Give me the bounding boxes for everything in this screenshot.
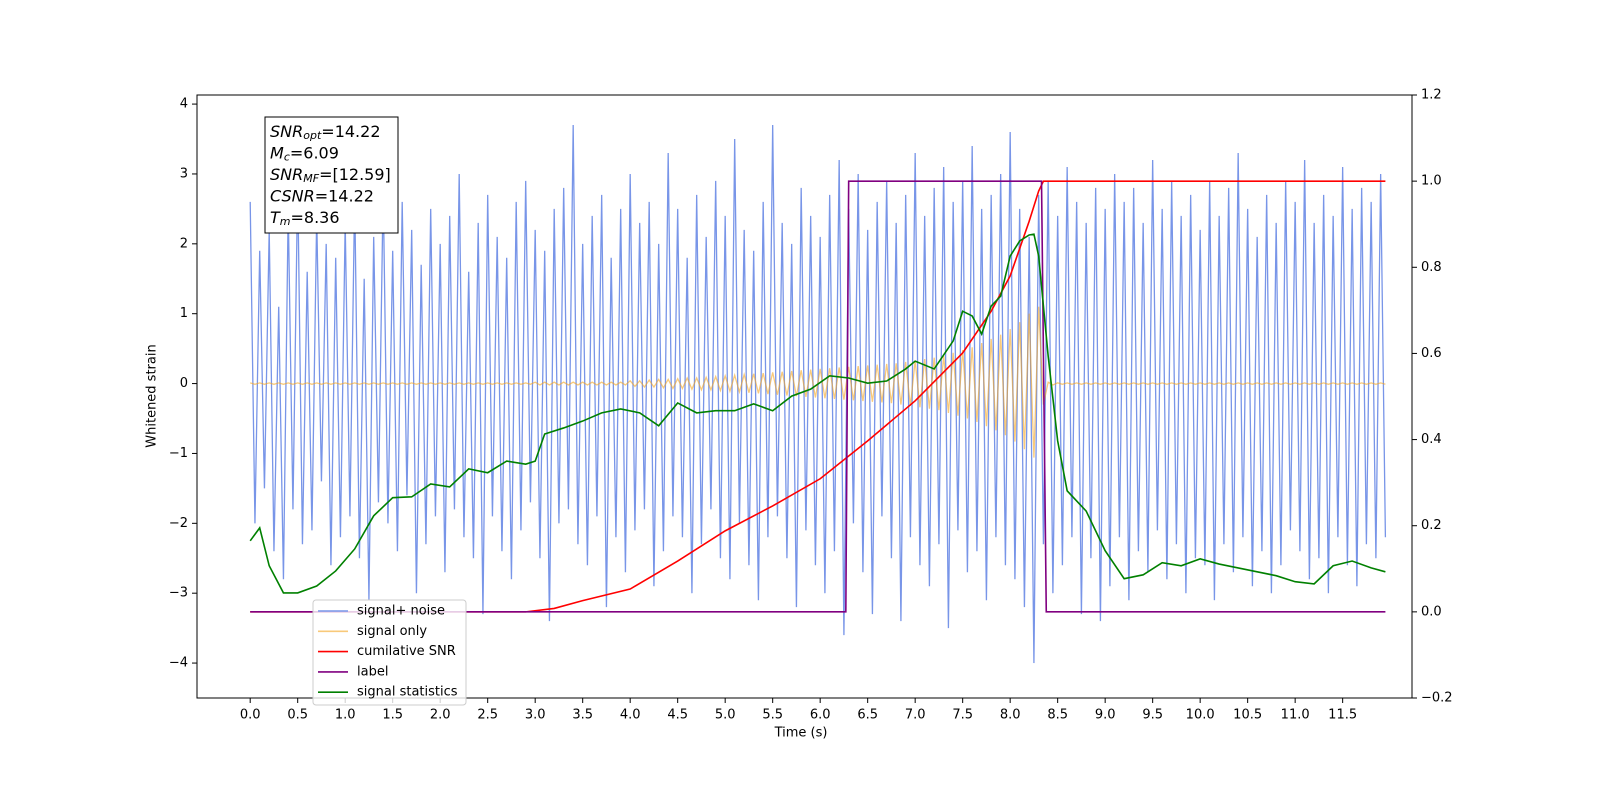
annotation-symbol: CSNR <box>270 186 315 205</box>
annotation-value: =14.22 <box>321 122 380 141</box>
legend: signal+ noise signal only cumilative SNR la… <box>312 599 467 706</box>
annotation-line: CSNR=14.22 <box>270 186 374 205</box>
legend-label: cumilative SNR <box>357 644 456 659</box>
x-tick-label: 10.0 <box>1186 708 1215 723</box>
x-tick-label: 2.5 <box>477 708 498 723</box>
x-tick-label: 8.0 <box>1000 708 1021 723</box>
axes-frame <box>196 94 1413 699</box>
annotation-symbol: SNR <box>270 165 303 184</box>
annotation-symbol: SNR <box>270 122 303 141</box>
annotation-subscript: opt <box>303 129 322 142</box>
x-tick-label: 9.0 <box>1095 708 1116 723</box>
annotation-value: =8.36 <box>291 208 340 227</box>
legend-label: signal statistics <box>357 685 458 700</box>
y-tick-label: −4 <box>169 656 188 671</box>
series-line <box>249 125 1387 664</box>
y-tick-label: −3 <box>169 586 188 601</box>
y2-tick-label: 0.0 <box>1421 604 1442 619</box>
y2-tick-label: 1.0 <box>1421 174 1442 189</box>
annotation-subscript: c <box>284 151 290 164</box>
x-tick-label: 10.5 <box>1233 708 1262 723</box>
x-tick-label: 0.5 <box>287 708 308 723</box>
y2-tick-label: −0.2 <box>1421 691 1453 706</box>
x-axis-label: Time (s) <box>774 726 828 741</box>
series-line <box>250 180 1386 613</box>
x-tick-label: 2.0 <box>430 708 451 723</box>
annotation-subscript: m <box>280 215 291 228</box>
y2-tick-label: 0.6 <box>1421 346 1442 361</box>
y-tick-label: 4 <box>180 97 188 112</box>
y-tick-label: −2 <box>169 516 188 531</box>
annotation-symbol: M <box>270 143 284 162</box>
y-tick-label: 3 <box>180 166 188 181</box>
annotation-line: Mc=6.09 <box>270 143 339 164</box>
legend-box <box>312 599 467 706</box>
x-tick-label: 5.0 <box>715 708 736 723</box>
annotation-symbol: T <box>270 208 281 227</box>
x-tick-label: 11.0 <box>1281 708 1310 723</box>
annotation-subscript: MF <box>303 172 319 185</box>
x-tick-label: 3.5 <box>572 708 593 723</box>
x-tick-label: 4.0 <box>620 708 641 723</box>
y-tick-label: 0 <box>180 376 188 391</box>
x-tick-label: 1.5 <box>382 708 403 723</box>
annotation-value: =[12.59] <box>319 165 391 184</box>
plot-area <box>249 125 1387 664</box>
annotation-value: =14.22 <box>315 186 374 205</box>
annotation-box <box>264 116 399 234</box>
y-tick-label: 2 <box>180 236 188 251</box>
y2-tick-label: 0.8 <box>1421 260 1442 275</box>
legend-label: signal only <box>357 624 427 639</box>
x-tick-label: 0.0 <box>240 708 261 723</box>
annotation-line: SNRMF=[12.59] <box>270 165 391 186</box>
legend-label: signal+ noise <box>357 604 445 619</box>
x-tick-label: 5.5 <box>762 708 783 723</box>
x-tick-label: 11.5 <box>1328 708 1357 723</box>
x-tick-label: 4.5 <box>667 708 688 723</box>
series-line <box>250 180 1386 613</box>
x-tick-label: 1.0 <box>335 708 356 723</box>
legend-label: label <box>357 664 388 679</box>
x-tick-label: 6.5 <box>857 708 878 723</box>
x-tick-label: 7.0 <box>905 708 926 723</box>
y-tick-label: 1 <box>180 306 188 321</box>
annotation-line: Tm=8.36 <box>270 208 340 229</box>
x-tick-label: 7.5 <box>952 708 973 723</box>
x-tick-label: 8.5 <box>1047 708 1068 723</box>
x-tick-label: 9.5 <box>1142 708 1163 723</box>
y2-tick-label: 1.2 <box>1421 88 1442 103</box>
y2-tick-label: 0.4 <box>1421 432 1442 447</box>
annotation-value: =6.09 <box>290 143 339 162</box>
y-tick-label: −1 <box>169 446 188 461</box>
x-tick-label: 6.0 <box>810 708 831 723</box>
y2-tick-label: 0.2 <box>1421 518 1442 533</box>
y-axis-label: Whitened strain <box>145 344 160 447</box>
series-line <box>249 233 1386 594</box>
annotation-line: SNRopt=14.22 <box>270 122 381 143</box>
annotation: SNRopt=14.22Mc=6.09SNRMF=[12.59]CSNR=14.… <box>264 116 399 234</box>
x-tick-label: 3.0 <box>525 708 546 723</box>
